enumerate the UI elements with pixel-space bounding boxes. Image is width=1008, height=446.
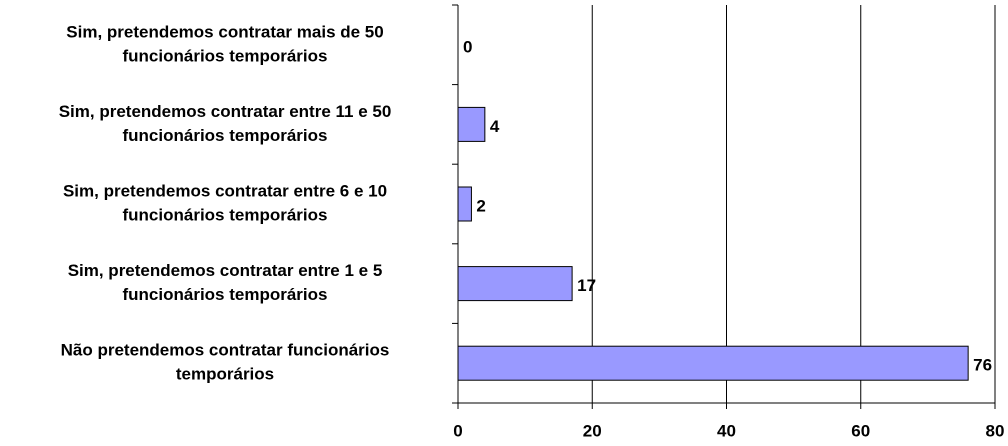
- bar: [457, 186, 472, 222]
- y-tick-label: temporários: [176, 365, 274, 384]
- x-tick-label: 20: [583, 421, 602, 440]
- data-label: 17: [577, 276, 596, 295]
- y-tick-label: funcionários temporários: [123, 126, 328, 145]
- y-tick-label: Sim, pretendemos contratar entre 6 e 10: [63, 181, 387, 200]
- y-tick-label: funcionários temporários: [123, 205, 328, 224]
- y-tick-label: funcionários temporários: [123, 46, 328, 65]
- bar: [457, 106, 486, 142]
- y-tick-label: Sim, pretendemos contratar entre 1 e 5: [68, 261, 383, 280]
- y-tick-label: Não pretendemos contratar funcionários: [61, 341, 390, 360]
- bar: [457, 345, 969, 381]
- data-label: 76: [973, 356, 992, 375]
- data-label: 4: [490, 117, 500, 136]
- data-label: 0: [463, 37, 472, 56]
- data-label: 2: [476, 196, 485, 215]
- x-tick-label: 40: [717, 421, 736, 440]
- x-tick-label: 60: [851, 421, 870, 440]
- bar: [457, 266, 573, 302]
- x-tick-label: 80: [986, 421, 1005, 440]
- y-tick-label: Sim, pretendemos contratar entre 11 e 50: [59, 102, 392, 121]
- y-tick-label: Sim, pretendemos contratar mais de 50: [66, 22, 383, 41]
- x-tick-label: 0: [453, 421, 462, 440]
- y-tick-label: funcionários temporários: [123, 285, 328, 304]
